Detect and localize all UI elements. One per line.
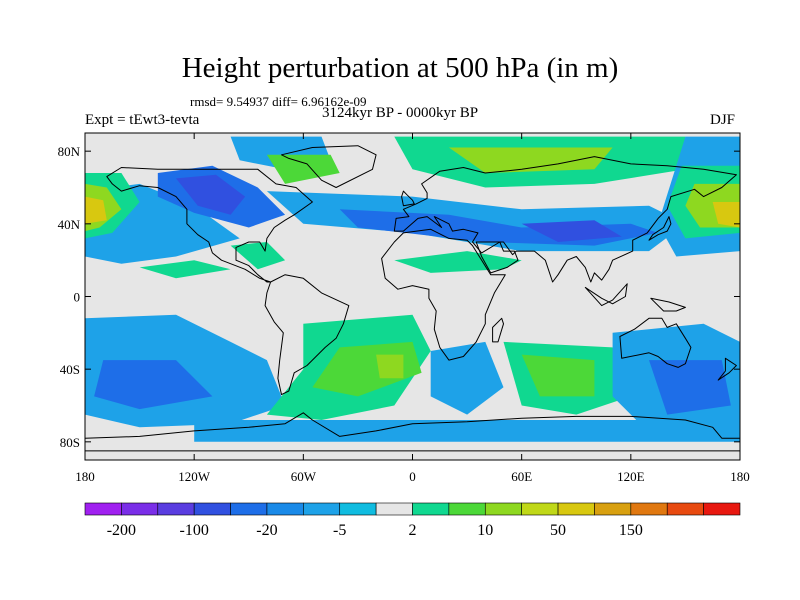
contour-region (712, 202, 740, 228)
lon-tick-label: 120E (617, 469, 645, 484)
colorbar-label: -100 (180, 522, 209, 539)
coastline-new-guinea (650, 297, 686, 312)
coastline-uk (401, 190, 415, 207)
contour-region (194, 420, 740, 442)
lat-tick-label: 0 (74, 290, 81, 305)
coastline-antarctica (85, 412, 740, 452)
coastline-south-america (264, 274, 350, 396)
colorbar-swatch (557, 502, 595, 516)
lon-tick-label: 60W (291, 469, 317, 484)
colorbar-swatch (521, 502, 559, 516)
contour-region (649, 360, 731, 415)
coastline-north-america (106, 167, 313, 283)
coastlines (85, 145, 740, 452)
colorbar-swatch (703, 502, 741, 516)
lon-tick-label: 0 (409, 469, 416, 484)
lon-tick-label: 180 (730, 469, 750, 484)
contour-region (266, 154, 340, 184)
coastline-madagascar (492, 317, 504, 343)
lat-tick-label: 80N (58, 144, 81, 159)
coastline-australia (619, 317, 692, 368)
contour-region (394, 251, 522, 273)
colorbar-swatch (121, 502, 159, 516)
map-title: Height perturbation at 500 hPa (in m) (181, 52, 619, 84)
coastline-new-zealand (717, 357, 737, 381)
contour-fills (85, 136, 740, 442)
colorbar-swatch (303, 502, 341, 516)
coastline-japan (648, 216, 672, 241)
lon-tick-label: 120W (178, 469, 211, 484)
colorbar-label: 50 (550, 522, 566, 539)
contour-region (448, 147, 613, 173)
colorbar-label: -20 (256, 522, 277, 539)
colorbar-swatch (193, 502, 231, 516)
colorbar: -200 -100 -20 -5 2 10 50 150 (84, 502, 741, 539)
lon-tick-label: 60E (511, 469, 532, 484)
contour-region (85, 196, 107, 224)
colorbar-swatch (666, 502, 704, 516)
colorbar-swatch (266, 502, 304, 516)
contour-region (139, 260, 231, 279)
colorbar-swatch (412, 502, 450, 516)
colorbar-swatch (230, 502, 268, 516)
season-label: DJF (710, 112, 736, 128)
lat-tick-label: 80S (60, 435, 80, 450)
contour-region (94, 360, 213, 410)
lat-tick-label: 40N (58, 217, 81, 232)
colorbar-label: 150 (619, 522, 643, 539)
contour-region (176, 174, 246, 215)
colorbar-swatch (448, 502, 486, 516)
coastline-borneo-sumatra (584, 283, 628, 307)
coastline-arabia (475, 241, 519, 274)
stats-line: rmsd= 9.54937 diff= 6.96162e-09 (190, 94, 367, 109)
colorbar-swatch (339, 502, 377, 516)
experiment-label: Expt = tEwt3-tevta (85, 112, 200, 128)
colorbar-label: -200 (107, 522, 136, 539)
contour-region (521, 220, 622, 242)
colorbar-label: 2 (409, 522, 417, 539)
lon-tick-label: 180 (75, 469, 95, 484)
period-subtitle: 3124kyr BP - 0000kyr BP (322, 105, 479, 121)
colorbar-swatch (594, 502, 632, 516)
axis-ticks: 80N 40N 0 40S 80S 180 120W 60W 0 60E 120E 180 (58, 133, 750, 484)
contour-region (230, 242, 286, 270)
colorbar-swatch (157, 502, 195, 516)
contour-region (521, 354, 595, 397)
coastline-greenland (281, 145, 377, 188)
lat-tick-label: 40S (60, 362, 80, 377)
colorbar-label: -5 (333, 522, 346, 539)
colorbar-swatch (484, 502, 522, 516)
colorbar-label: 10 (477, 522, 493, 539)
coastline-africa (381, 228, 506, 361)
coastline-eurasia (393, 156, 737, 283)
colorbar-swatch (375, 502, 413, 516)
colorbar-swatch (630, 502, 668, 516)
contour-region (376, 354, 404, 379)
colorbar-swatch (84, 502, 122, 516)
